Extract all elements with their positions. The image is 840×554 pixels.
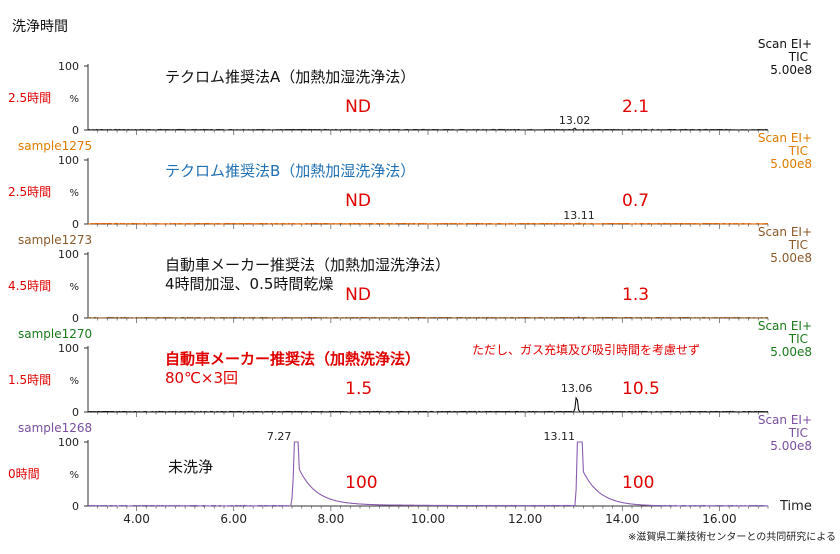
trace-line [88, 127, 769, 131]
y-tick-label-100: 100 [58, 60, 79, 73]
wash-time-label: 2.5時間 [8, 91, 51, 105]
tic-label: TIC [788, 332, 808, 346]
sample-label: sample1268 [18, 421, 92, 435]
y-unit-label: % [69, 94, 79, 105]
scale-label: 5.00e8 [770, 251, 812, 265]
panel-title-line-0: テクロム推奨法B（加熱加湿洗浄法） [165, 162, 415, 180]
trace-line [87, 222, 769, 225]
y-unit-label: % [69, 282, 79, 293]
result-value-1: 10.5 [622, 379, 660, 399]
x-tick-label-4: 12.00 [508, 512, 542, 526]
y-unit-label: % [69, 188, 79, 199]
tic-label: TIC [788, 50, 808, 64]
sample-label: sample1270 [18, 327, 92, 341]
y-tick-label-100: 100 [58, 154, 79, 167]
result-value-1: 1.3 [622, 285, 649, 305]
x-tick-label-6: 16.00 [702, 512, 736, 526]
tic-label: TIC [788, 144, 808, 158]
result-value-0: ND [345, 191, 371, 211]
y-tick-label-100: 100 [58, 248, 79, 261]
x-tick-label-2: 8.00 [317, 512, 344, 526]
panel-title-line-0: 自動車メーカー推奨法（加熱加湿洗浄法） [165, 256, 450, 274]
result-value-0: ND [345, 97, 371, 117]
peak-label-0: 13.06 [561, 382, 593, 395]
panel-title-line-1: 80℃×3回 [165, 369, 238, 387]
scan-label: Scan EI+ [758, 225, 812, 239]
panel-title-line-0: テクロム推奨法A（加熱加湿洗浄法） [165, 68, 415, 86]
sample-label: sample1275 [18, 139, 92, 153]
scan-label: Scan EI+ [758, 37, 812, 51]
panel-title-line-0: 未洗浄 [168, 458, 213, 476]
tic-label: TIC [788, 426, 808, 440]
trace-line [87, 316, 769, 319]
scale-label: 5.00e8 [770, 157, 812, 171]
peak-label-0: 13.02 [559, 114, 591, 127]
result-value-0: 1.5 [345, 379, 372, 399]
y-tick-label-0: 0 [72, 312, 79, 325]
x-tick-label-3: 10.00 [411, 512, 445, 526]
tic-label: TIC [788, 238, 808, 252]
x-tick-label-0: 4.00 [123, 512, 150, 526]
panel-title-line-1: 4時間加湿、0.5時間乾燥 [165, 275, 333, 293]
sample-label: sample1273 [18, 233, 92, 247]
y-unit-label: % [69, 470, 79, 481]
y-tick-label-100: 100 [58, 436, 79, 449]
scale-label: 5.00e8 [770, 345, 812, 359]
peak-label-0: 7.27 [267, 430, 292, 443]
y-tick-label-0: 0 [72, 406, 79, 419]
footnote: ※滋賀県工業技術センターとの共同研究による [628, 532, 836, 543]
result-value-1: 0.7 [622, 191, 649, 211]
result-value-0: ND [345, 285, 371, 305]
trace-line [88, 441, 768, 507]
y-unit-label: % [69, 376, 79, 387]
peak-label-0: 13.11 [563, 209, 595, 222]
wash-time-label: 4.5時間 [8, 279, 51, 293]
trace-line [88, 396, 769, 413]
y-tick-label-0: 0 [72, 218, 79, 231]
y-tick-label-0: 0 [72, 500, 79, 513]
x-tick-label-5: 14.00 [605, 512, 639, 526]
panel-title-line-0: 自動車メーカー推奨法（加熱洗浄法） [165, 350, 420, 368]
result-value-1: 2.1 [622, 97, 649, 117]
scan-label: Scan EI+ [758, 131, 812, 145]
aside-note: ただし、ガス充填及び吸引時間を考慮せず [472, 342, 700, 357]
scale-label: 5.00e8 [770, 439, 812, 453]
scale-label: 5.00e8 [770, 63, 812, 77]
x-axis-label: Time [779, 499, 812, 514]
scan-label: Scan EI+ [758, 319, 812, 333]
header-label: 洗浄時間 [12, 19, 68, 35]
x-tick-label-1: 6.00 [220, 512, 247, 526]
wash-time-label: 1.5時間 [8, 373, 51, 387]
y-tick-label-0: 0 [72, 124, 79, 137]
result-value-0: 100 [345, 473, 377, 493]
wash-time-label: 2.5時間 [8, 185, 51, 199]
scan-label: Scan EI+ [758, 413, 812, 427]
wash-time-label: 0時間 [8, 467, 40, 481]
peak-label-1: 13.11 [544, 430, 576, 443]
y-tick-label-100: 100 [58, 342, 79, 355]
result-value-1: 100 [622, 473, 654, 493]
